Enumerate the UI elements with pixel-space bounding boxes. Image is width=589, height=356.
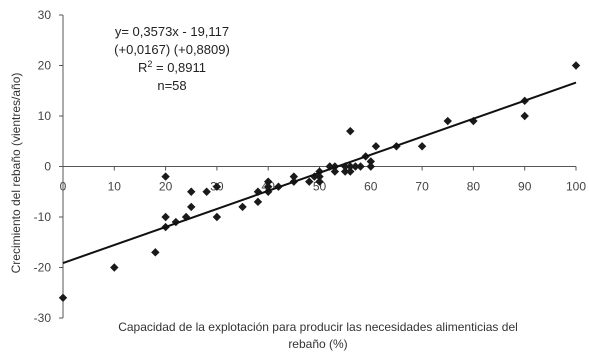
data-point <box>520 111 529 121</box>
data-point <box>366 162 375 171</box>
y-tick-label: 10 <box>38 109 52 123</box>
x-tick-label: 20 <box>159 180 173 194</box>
y-tick-label: 0 <box>44 160 51 174</box>
y-tick-label: 30 <box>38 8 52 22</box>
data-point <box>264 177 273 186</box>
data-point <box>330 167 340 176</box>
data-point <box>346 167 355 176</box>
data-point <box>187 187 196 196</box>
x-tick-label: 50 <box>313 180 327 194</box>
r-squared-text: R2 = 0,8911 <box>138 59 206 75</box>
data-point <box>417 142 427 151</box>
x-axis-title-line-2: rebaño (%) <box>288 337 347 351</box>
y-tick-label: -10 <box>34 210 52 224</box>
x-axis-title-line-1: Capacidad de la explotación para produci… <box>118 320 518 334</box>
y-tick-label: 20 <box>38 59 52 73</box>
trendline <box>62 81 577 264</box>
data-point <box>315 177 324 186</box>
data-point <box>253 197 263 207</box>
data-point <box>571 61 581 70</box>
data-point <box>187 202 196 212</box>
r-squared-label: R <box>138 60 147 75</box>
data-point <box>264 182 273 191</box>
data-point <box>366 157 375 166</box>
n-text: n=58 <box>157 78 186 93</box>
x-tick-label: 80 <box>467 180 481 194</box>
y-axis-title: Crecimiento del rebaño (vientres/año) <box>9 73 23 274</box>
data-point <box>253 187 263 196</box>
data-point <box>161 172 170 181</box>
r-squared-value: = 0,8911 <box>152 60 206 75</box>
data-point <box>371 142 381 151</box>
data-point <box>340 167 350 176</box>
data-point <box>151 248 160 257</box>
data-point <box>356 162 365 171</box>
y-tick-label: -20 <box>34 261 52 275</box>
x-tick-label: 10 <box>108 180 122 194</box>
std-errors-text: (+0,0167) (+0,8809) <box>114 42 230 57</box>
data-point <box>443 116 452 126</box>
x-tick-label: 60 <box>364 180 378 194</box>
data-point <box>212 212 222 222</box>
data-point <box>212 182 222 191</box>
data-point <box>305 177 314 186</box>
data-point <box>346 162 355 171</box>
data-point <box>110 263 119 272</box>
regression-annotation: y= 0,3573x - 19,117 (+0,0167) (+0,8809) … <box>114 24 230 93</box>
data-point <box>346 126 355 136</box>
x-tick-label: 100 <box>566 180 586 194</box>
data-point <box>351 162 360 171</box>
data-point <box>238 202 247 212</box>
data-point <box>181 212 191 222</box>
data-points <box>58 61 581 302</box>
y-tick-label: -30 <box>34 311 52 325</box>
data-point <box>161 212 170 222</box>
data-point <box>58 293 68 302</box>
y-axis-ticks: -30 -20 -10 0 10 20 30 <box>34 8 63 325</box>
x-tick-label: 90 <box>518 180 532 194</box>
data-point <box>202 187 211 196</box>
equation-text: y= 0,3573x - 19,117 <box>115 24 229 39</box>
r-squared-exponent: 2 <box>147 59 152 69</box>
data-point <box>289 172 299 181</box>
x-tick-label: 70 <box>415 180 429 194</box>
